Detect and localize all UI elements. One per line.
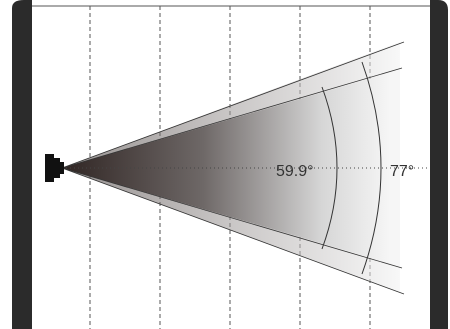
outer-edge-top [61,41,405,169]
cone-edges [61,41,405,295]
arc-outer-angle [361,61,382,275]
frame-right [430,0,448,329]
inner-edge-top [61,67,403,169]
inner-angle-label: 59.9° [276,163,314,180]
frame-left [12,0,32,329]
arc-inner-angle [321,86,338,250]
outer-edge-bottom [61,167,405,295]
camera-lens-icon [45,154,64,182]
inner-edge-bottom [61,167,403,269]
outer-angle-label: 77° [390,163,414,180]
